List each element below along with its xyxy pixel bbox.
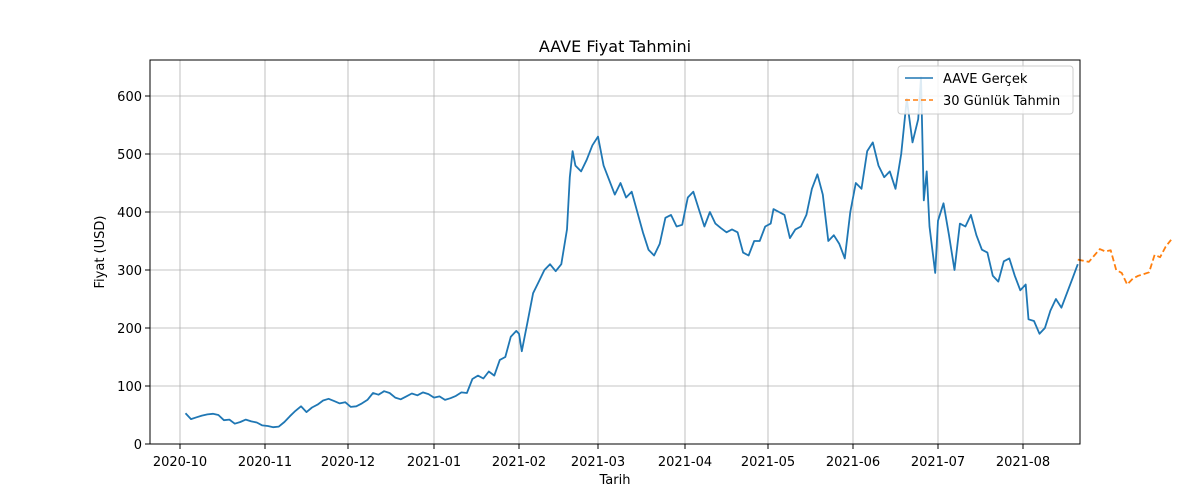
x-tick-label: 2021-03: [571, 455, 625, 470]
x-tick-label: 2021-07: [911, 455, 965, 470]
x-tick-label: 2020-11: [238, 455, 292, 470]
series-layer: [184, 76, 1172, 429]
y-tick-label: 100: [117, 380, 142, 395]
x-axis-ticks: 2020-10 2020-11 2020-12 2021-01 2021-02 2021-…: [153, 444, 1050, 470]
x-tick-label: 2021-01: [407, 455, 461, 470]
legend: AAVE Gerçek 30 Günlük Tahmin: [897, 65, 1074, 115]
y-axis-ticks: 0 100 200 300 400 500 600: [117, 90, 150, 453]
series-line-forecast: [1077, 239, 1172, 286]
y-axis-title: Fiyat (USD): [93, 216, 108, 289]
x-tick-label: 2020-12: [321, 455, 375, 470]
grid: [150, 60, 1080, 445]
series-line-actual: [184, 76, 1079, 429]
y-tick-label: 0: [134, 438, 142, 453]
y-tick-label: 600: [117, 90, 142, 105]
x-axis-title: Tarih: [599, 473, 631, 488]
x-tick-label: 2021-06: [826, 455, 880, 470]
chart-title: AAVE Fiyat Tahmini: [539, 37, 691, 56]
plot-frame: [149, 59, 1081, 445]
x-tick-label: 2021-08: [996, 455, 1050, 470]
y-tick-label: 200: [117, 322, 142, 337]
x-tick-label: 2021-05: [741, 455, 795, 470]
y-tick-label: 400: [117, 206, 142, 221]
x-tick-label: 2021-04: [658, 455, 712, 470]
x-tick-label: 2020-10: [153, 455, 207, 470]
legend-label-actual: AAVE Gerçek: [943, 72, 1028, 87]
legend-label-forecast: 30 Günlük Tahmin: [943, 94, 1060, 109]
x-tick-label: 2021-02: [492, 455, 546, 470]
y-tick-label: 300: [117, 264, 142, 279]
y-tick-label: 500: [117, 148, 142, 163]
legend-box: [897, 65, 1074, 115]
